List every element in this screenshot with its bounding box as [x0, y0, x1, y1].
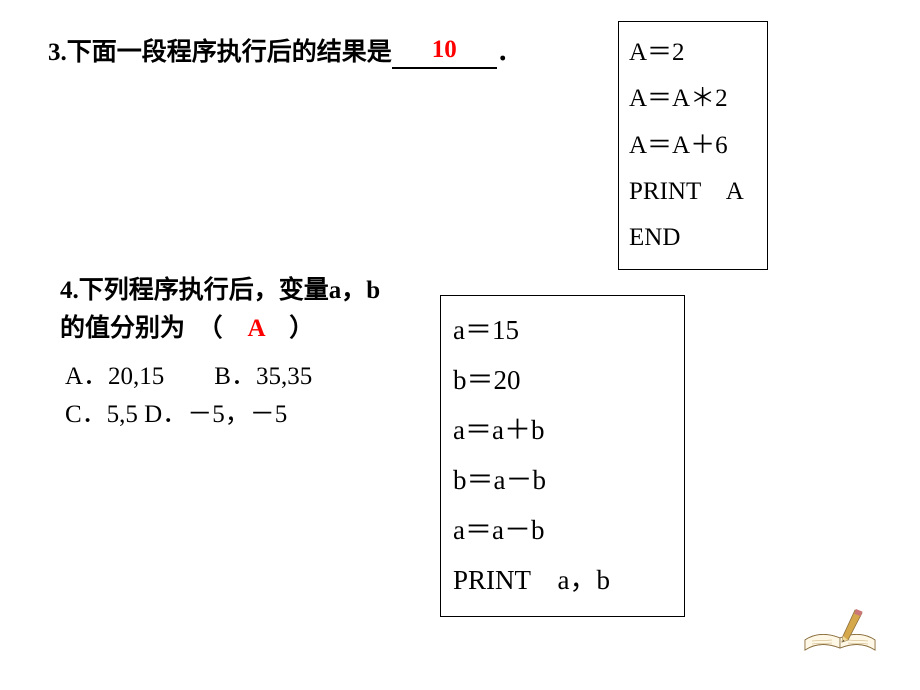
question-3-text: 3.下面一段程序执行后的结果是 10 ．	[48, 32, 522, 69]
options-line: A．20,15 B．35,35	[65, 358, 312, 396]
q4-line2: 的值分别为 （ A ）	[60, 310, 460, 348]
book-pencil-icon	[800, 600, 880, 660]
question-4-text: 4.下列程序执行后，变量a，b 的值分别为 （ A ）	[60, 272, 460, 347]
code-box-q3: A＝2 A＝A＊2 A＝A＋6 PRINT A END	[618, 21, 768, 270]
code-line: A＝A＋6	[629, 123, 757, 169]
q4-line2a: 的值分别为 （	[60, 315, 248, 342]
code-line: A＝2	[629, 30, 757, 76]
q3-prefix: 3.下面一段程序执行后的结果是	[48, 39, 392, 66]
q4-answer: A	[248, 315, 265, 342]
code-line: PRINT A	[629, 169, 757, 215]
options-line: C．5,5 D．－5，－5	[65, 396, 312, 434]
code-line: a＝a－b	[453, 506, 672, 556]
code-line: b＝a－b	[453, 456, 672, 506]
question-4-options: A．20,15 B．35,35 C．5,5 D．－5，－5	[65, 358, 312, 433]
code-line: END	[629, 215, 757, 261]
q4-line1: 4.下列程序执行后，变量a，b	[60, 272, 460, 310]
code-line: PRINT a，b	[453, 556, 672, 606]
code-line: a＝15	[453, 306, 672, 356]
q3-suffix: ．	[497, 39, 522, 66]
q3-blank: 10	[392, 39, 497, 69]
code-line: b＝20	[453, 356, 672, 406]
code-box-q4: a＝15 b＝20 a＝a＋b b＝a－b a＝a－b PRINT a，b	[440, 295, 685, 617]
code-line: A＝A＊2	[629, 76, 757, 122]
code-line: a＝a＋b	[453, 406, 672, 456]
q4-line2b: ）	[264, 315, 314, 342]
q3-answer: 10	[432, 36, 457, 63]
